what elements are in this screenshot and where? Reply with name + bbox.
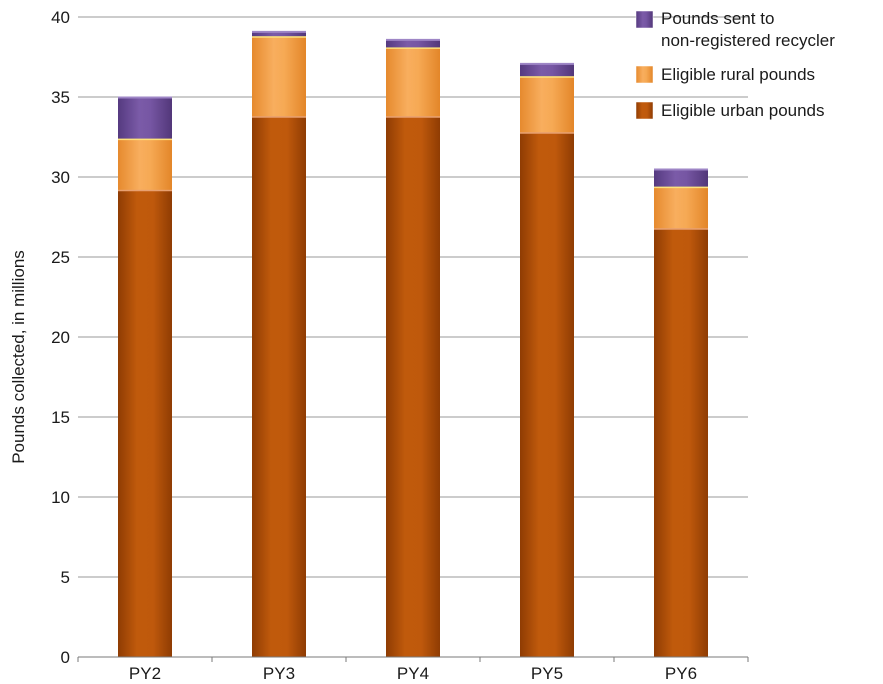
bar-segment-rural <box>520 76 574 133</box>
bar-segment-urban <box>520 132 574 657</box>
x-tick-label: PY5 <box>531 664 563 683</box>
y-tick-label: 15 <box>51 408 70 427</box>
legend-swatch <box>635 65 654 84</box>
y-axis-ticks: 0 5 10 15 20 25 30 35 40 <box>51 8 70 667</box>
y-tick-label: 0 <box>61 648 70 667</box>
bar-segment-urban <box>386 116 440 657</box>
y-tick-label: 25 <box>51 248 70 267</box>
bar-segment-urban <box>252 116 306 657</box>
x-tick-label: PY4 <box>397 664 429 683</box>
x-tick-label: PY2 <box>129 664 161 683</box>
y-tick-label: 30 <box>51 168 70 187</box>
bars <box>118 30 708 658</box>
bar-segment-non-registered <box>252 31 306 37</box>
legend-label: Eligible urban pounds <box>661 101 825 120</box>
legend-swatch <box>635 101 654 120</box>
legend-label: Pounds sent to <box>661 9 774 28</box>
bar-segment-non-registered <box>118 97 172 139</box>
x-tick-label: PY3 <box>263 664 295 683</box>
x-tick-label: PY6 <box>665 664 697 683</box>
y-axis-title: Pounds collected, in millions <box>9 250 28 464</box>
x-axis-ticks: PY2 PY3 PY4 PY5 PY6 <box>77 657 749 683</box>
y-tick-label: 35 <box>51 88 70 107</box>
legend-label: Eligible rural pounds <box>661 65 815 84</box>
bar-segment-rural <box>118 138 172 190</box>
legend-swatch <box>635 10 654 29</box>
y-tick-label: 5 <box>61 568 70 587</box>
y-tick-label: 40 <box>51 8 70 27</box>
legend-label: non-registered recycler <box>661 31 835 50</box>
y-tick-label: 20 <box>51 328 70 347</box>
bar-segment-non-registered <box>520 63 574 77</box>
bar-segment-rural <box>386 47 440 117</box>
bar-segment-rural <box>252 36 306 117</box>
bar-segment-urban <box>118 189 172 658</box>
bar-segment-urban <box>654 228 708 657</box>
bar-segment-non-registered <box>386 39 440 48</box>
legend: Pounds sent to non-registered recycler Eli… <box>635 9 835 120</box>
bar-segment-non-registered <box>654 169 708 187</box>
bar-segment-rural <box>654 186 708 229</box>
y-tick-label: 10 <box>51 488 70 507</box>
